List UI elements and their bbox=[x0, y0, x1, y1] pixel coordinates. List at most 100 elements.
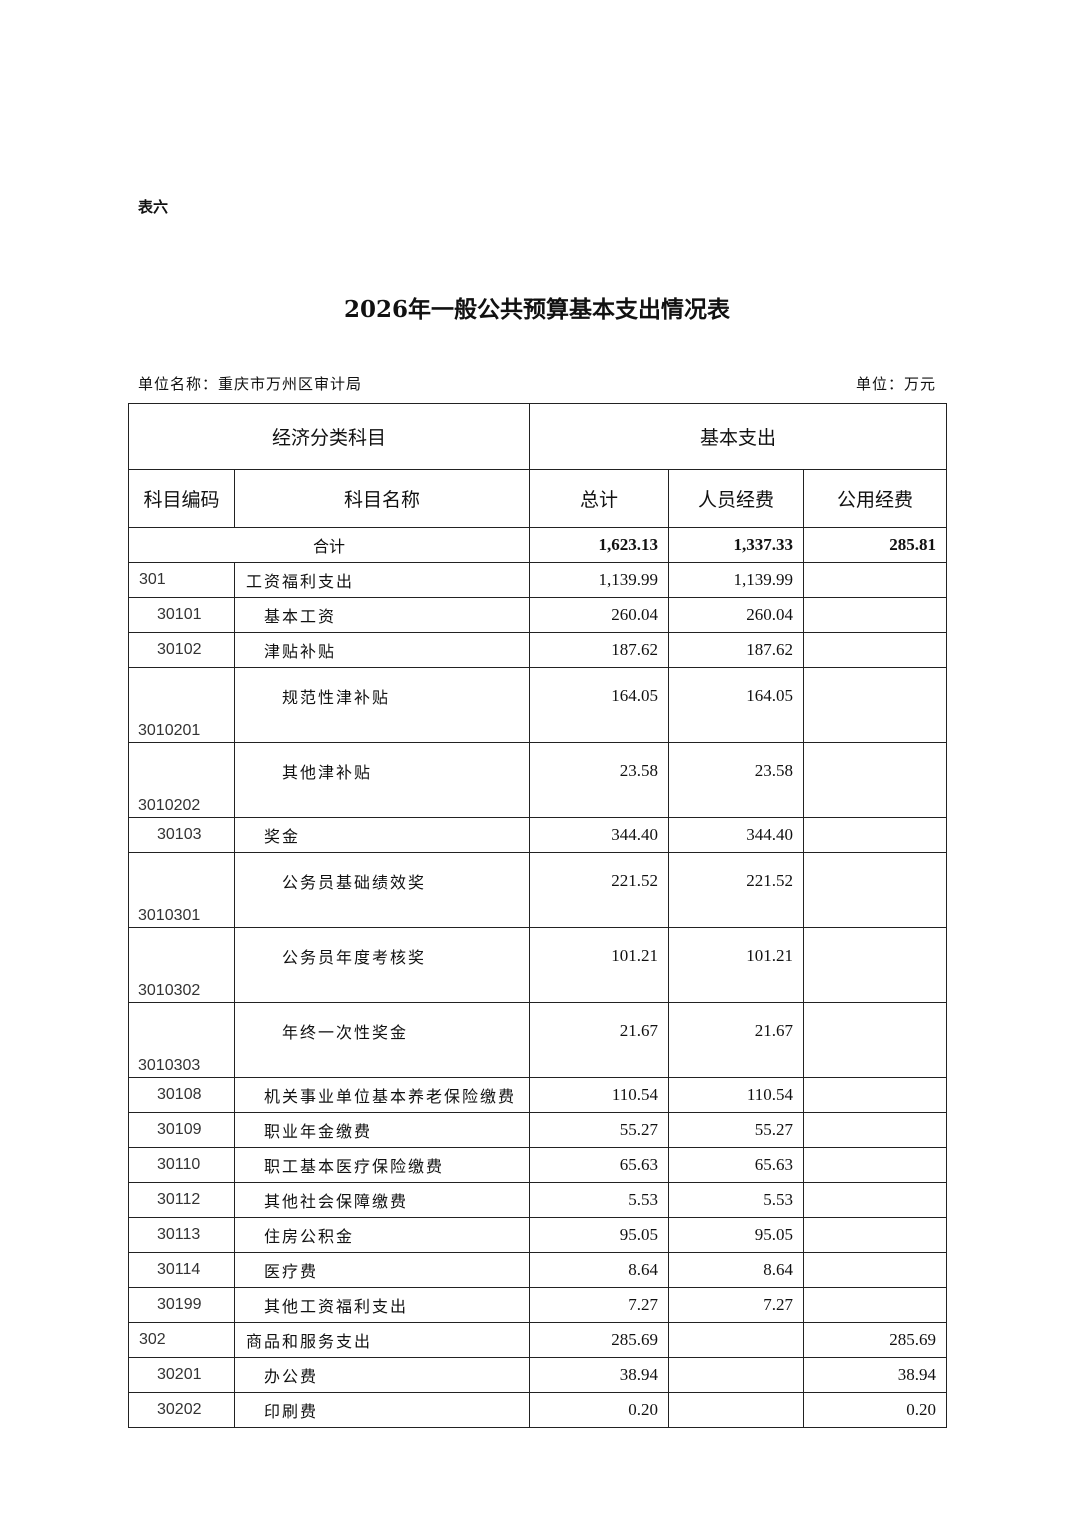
row-code: 30113 bbox=[128, 1217, 235, 1253]
row-personnel: 260.04 bbox=[668, 597, 805, 633]
row-name: 工资福利支出 bbox=[233, 562, 531, 598]
row-total: 187.62 bbox=[529, 632, 670, 668]
page-title: 2026年一般公共预算基本支出情况表 bbox=[343, 296, 730, 323]
row-personnel: 55.27 bbox=[668, 1112, 805, 1148]
header-total: 总计 bbox=[529, 469, 670, 528]
row-public bbox=[803, 1002, 948, 1078]
table-row: 30112 其他社会保障缴费 5.53 5.53 bbox=[128, 1182, 948, 1218]
row-personnel bbox=[668, 1392, 805, 1428]
row-public: 285.69 bbox=[803, 1322, 948, 1358]
table-row: 30101 基本工资 260.04 260.04 bbox=[128, 597, 948, 633]
row-code: 302 bbox=[128, 1322, 235, 1358]
row-public bbox=[803, 817, 948, 853]
row-code: 30201 bbox=[128, 1357, 235, 1393]
row-code: 3010302 bbox=[128, 927, 235, 1003]
row-personnel: 101.21 bbox=[668, 927, 805, 1003]
row-code: 30108 bbox=[128, 1077, 235, 1113]
row-total: 7.27 bbox=[529, 1287, 670, 1323]
row-personnel: 7.27 bbox=[668, 1287, 805, 1323]
row-public bbox=[803, 1077, 948, 1113]
row-name: 年终一次性奖金 bbox=[233, 1002, 531, 1078]
unit-name: 单位名称：重庆市万州区审计局 bbox=[138, 375, 363, 393]
row-code: 30102 bbox=[128, 632, 235, 668]
row-personnel: 110.54 bbox=[668, 1077, 805, 1113]
row-total: 285.69 bbox=[529, 1322, 670, 1358]
row-public bbox=[803, 852, 948, 928]
row-name: 职工基本医疗保险缴费 bbox=[233, 1147, 531, 1183]
row-code: 30110 bbox=[128, 1147, 235, 1183]
row-total: 101.21 bbox=[529, 927, 670, 1003]
row-code: 3010201 bbox=[128, 667, 235, 743]
table-row: 30108 机关事业单位基本养老保险缴费 110.54 110.54 bbox=[128, 1077, 948, 1113]
table-row: 30109 职业年金缴费 55.27 55.27 bbox=[128, 1112, 948, 1148]
total-personnel: 1,337.33 bbox=[668, 527, 805, 563]
row-total: 110.54 bbox=[529, 1077, 670, 1113]
table-row: 30199 其他工资福利支出 7.27 7.27 bbox=[128, 1287, 948, 1323]
row-personnel: 5.53 bbox=[668, 1182, 805, 1218]
row-name: 奖金 bbox=[233, 817, 531, 853]
table-row: 30103 奖金 344.40 344.40 bbox=[128, 817, 948, 853]
row-public bbox=[803, 632, 948, 668]
table-row: 3010201 规范性津补贴 164.05 164.05 bbox=[128, 667, 948, 743]
row-personnel: 21.67 bbox=[668, 1002, 805, 1078]
header-personnel: 人员经费 bbox=[668, 469, 805, 528]
row-public bbox=[803, 1252, 948, 1288]
row-code: 3010303 bbox=[128, 1002, 235, 1078]
total-public: 285.81 bbox=[803, 527, 948, 563]
row-name: 其他工资福利支出 bbox=[233, 1287, 531, 1323]
header-column-row: 科目编码 科目名称 总计 人员经费 公用经费 bbox=[128, 469, 948, 528]
row-public bbox=[803, 562, 948, 598]
row-personnel: 1,139.99 bbox=[668, 562, 805, 598]
table-row: 3010202 其他津补贴 23.58 23.58 bbox=[128, 742, 948, 818]
row-code: 30114 bbox=[128, 1252, 235, 1288]
row-total: 95.05 bbox=[529, 1217, 670, 1253]
row-total: 8.64 bbox=[529, 1252, 670, 1288]
row-personnel: 95.05 bbox=[668, 1217, 805, 1253]
row-code: 30199 bbox=[128, 1287, 235, 1323]
row-total: 344.40 bbox=[529, 817, 670, 853]
row-total: 260.04 bbox=[529, 597, 670, 633]
row-code: 301 bbox=[128, 562, 235, 598]
row-name: 公务员年度考核奖 bbox=[233, 927, 531, 1003]
total-total: 1,623.13 bbox=[529, 527, 670, 563]
row-name: 机关事业单位基本养老保险缴费 bbox=[233, 1077, 531, 1113]
row-personnel: 8.64 bbox=[668, 1252, 805, 1288]
row-code: 30109 bbox=[128, 1112, 235, 1148]
table-row: 3010301 公务员基础绩效奖 221.52 221.52 bbox=[128, 852, 948, 928]
row-code: 3010301 bbox=[128, 852, 235, 928]
table-row: 302 商品和服务支出 285.69 285.69 bbox=[128, 1322, 948, 1358]
row-public bbox=[803, 742, 948, 818]
row-total: 221.52 bbox=[529, 852, 670, 928]
row-personnel: 65.63 bbox=[668, 1147, 805, 1183]
row-name: 印刷费 bbox=[233, 1392, 531, 1428]
budget-table: 经济分类科目 基本支出 科目编码 科目名称 总计 人员经费 公用经费 合计 1,… bbox=[127, 403, 948, 1428]
row-total: 38.94 bbox=[529, 1357, 670, 1393]
row-name: 其他津补贴 bbox=[233, 742, 531, 818]
total-label: 合计 bbox=[127, 527, 531, 563]
row-personnel: 23.58 bbox=[668, 742, 805, 818]
row-public bbox=[803, 1147, 948, 1183]
row-personnel: 344.40 bbox=[668, 817, 805, 853]
row-total: 23.58 bbox=[529, 742, 670, 818]
table-row: 30201 办公费 38.94 38.94 bbox=[128, 1357, 948, 1393]
row-code: 30202 bbox=[128, 1392, 235, 1428]
row-name: 津贴补贴 bbox=[233, 632, 531, 668]
row-total: 21.67 bbox=[529, 1002, 670, 1078]
table-row: 30202 印刷费 0.20 0.20 bbox=[128, 1392, 948, 1428]
row-public bbox=[803, 1217, 948, 1253]
table-row: 30113 住房公积金 95.05 95.05 bbox=[128, 1217, 948, 1253]
header-code: 科目编码 bbox=[128, 469, 235, 528]
row-name: 医疗费 bbox=[233, 1252, 531, 1288]
table-row: 30102 津贴补贴 187.62 187.62 bbox=[128, 632, 948, 668]
header-economic-classification: 经济分类科目 bbox=[127, 403, 531, 470]
row-name: 职业年金缴费 bbox=[233, 1112, 531, 1148]
total-row: 合计 1,623.13 1,337.33 285.81 bbox=[127, 527, 948, 563]
row-name: 基本工资 bbox=[233, 597, 531, 633]
row-public bbox=[803, 597, 948, 633]
row-public bbox=[803, 1182, 948, 1218]
row-total: 164.05 bbox=[529, 667, 670, 743]
row-name: 住房公积金 bbox=[233, 1217, 531, 1253]
table-row: 30114 医疗费 8.64 8.64 bbox=[128, 1252, 948, 1288]
row-code: 30103 bbox=[128, 817, 235, 853]
header-group-row: 经济分类科目 基本支出 bbox=[127, 403, 948, 470]
